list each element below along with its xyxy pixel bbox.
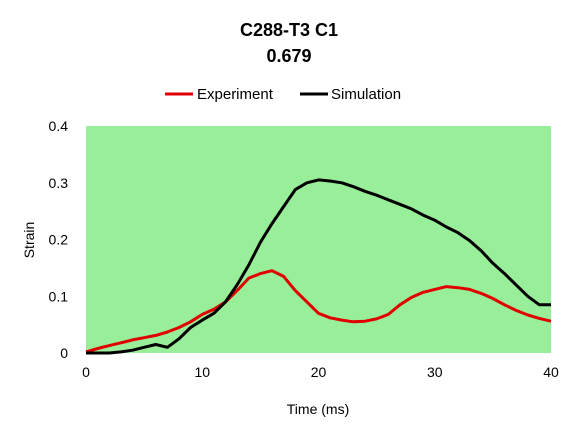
y-tick-label: 0.3 <box>49 175 69 191</box>
legend: Experiment Simulation <box>165 86 401 103</box>
legend-label-experiment: Experiment <box>197 86 274 103</box>
plot-area <box>86 126 551 353</box>
y-tick-label: 0.2 <box>49 232 69 248</box>
y-tick-label: 0.1 <box>49 288 69 304</box>
y-tick-label: 0 <box>60 345 68 361</box>
x-tick-label: 40 <box>543 364 559 380</box>
chart-subtitle: 0.679 <box>266 46 311 66</box>
y-tick-label: 0.4 <box>49 118 69 134</box>
chart-title: C288-T3 C1 <box>240 20 338 40</box>
series-layer <box>85 178 552 355</box>
y-axis-label: Strain <box>21 222 37 259</box>
legend-label-simulation: Simulation <box>331 86 401 103</box>
x-tick-label: 10 <box>194 364 210 380</box>
x-axis-label: Time (ms) <box>287 401 349 417</box>
x-tick-label: 0 <box>82 364 90 380</box>
x-tick-label: 30 <box>427 364 443 380</box>
axis-ticks: 0 10 20 30 40 0 0.1 0.2 0.3 0.4 <box>49 118 559 380</box>
x-tick-label: 20 <box>311 364 327 380</box>
series-line-experiment <box>85 269 552 354</box>
series-line-simulation <box>86 178 551 355</box>
